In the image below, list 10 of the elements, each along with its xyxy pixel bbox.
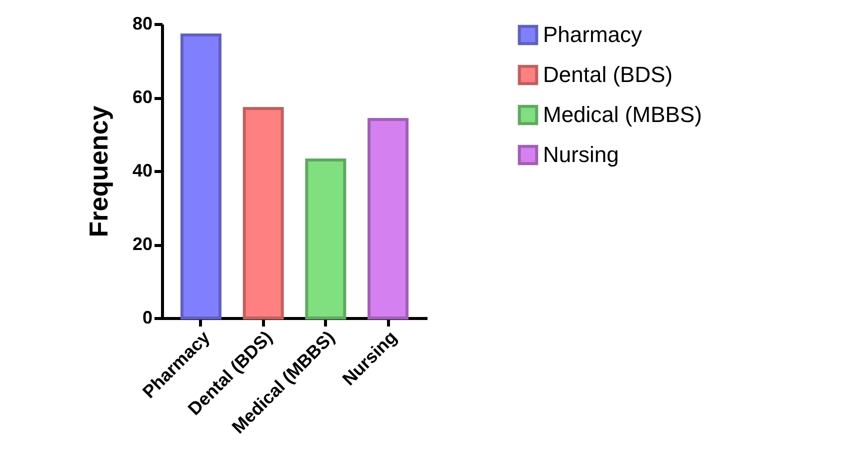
- y-axis-title: Frequency: [83, 105, 114, 238]
- legend-label: Pharmacy: [543, 22, 642, 47]
- y-tick-label: 80: [132, 14, 152, 34]
- y-tick-label: 0: [142, 308, 152, 328]
- legend-label: Nursing: [543, 142, 619, 167]
- y-tick-label: 60: [132, 87, 152, 107]
- y-tick-label: 40: [132, 160, 152, 180]
- y-tick-label: 20: [132, 234, 152, 254]
- legend-label: Medical (MBBS): [543, 102, 702, 127]
- legend-label: Dental (BDS): [543, 62, 673, 87]
